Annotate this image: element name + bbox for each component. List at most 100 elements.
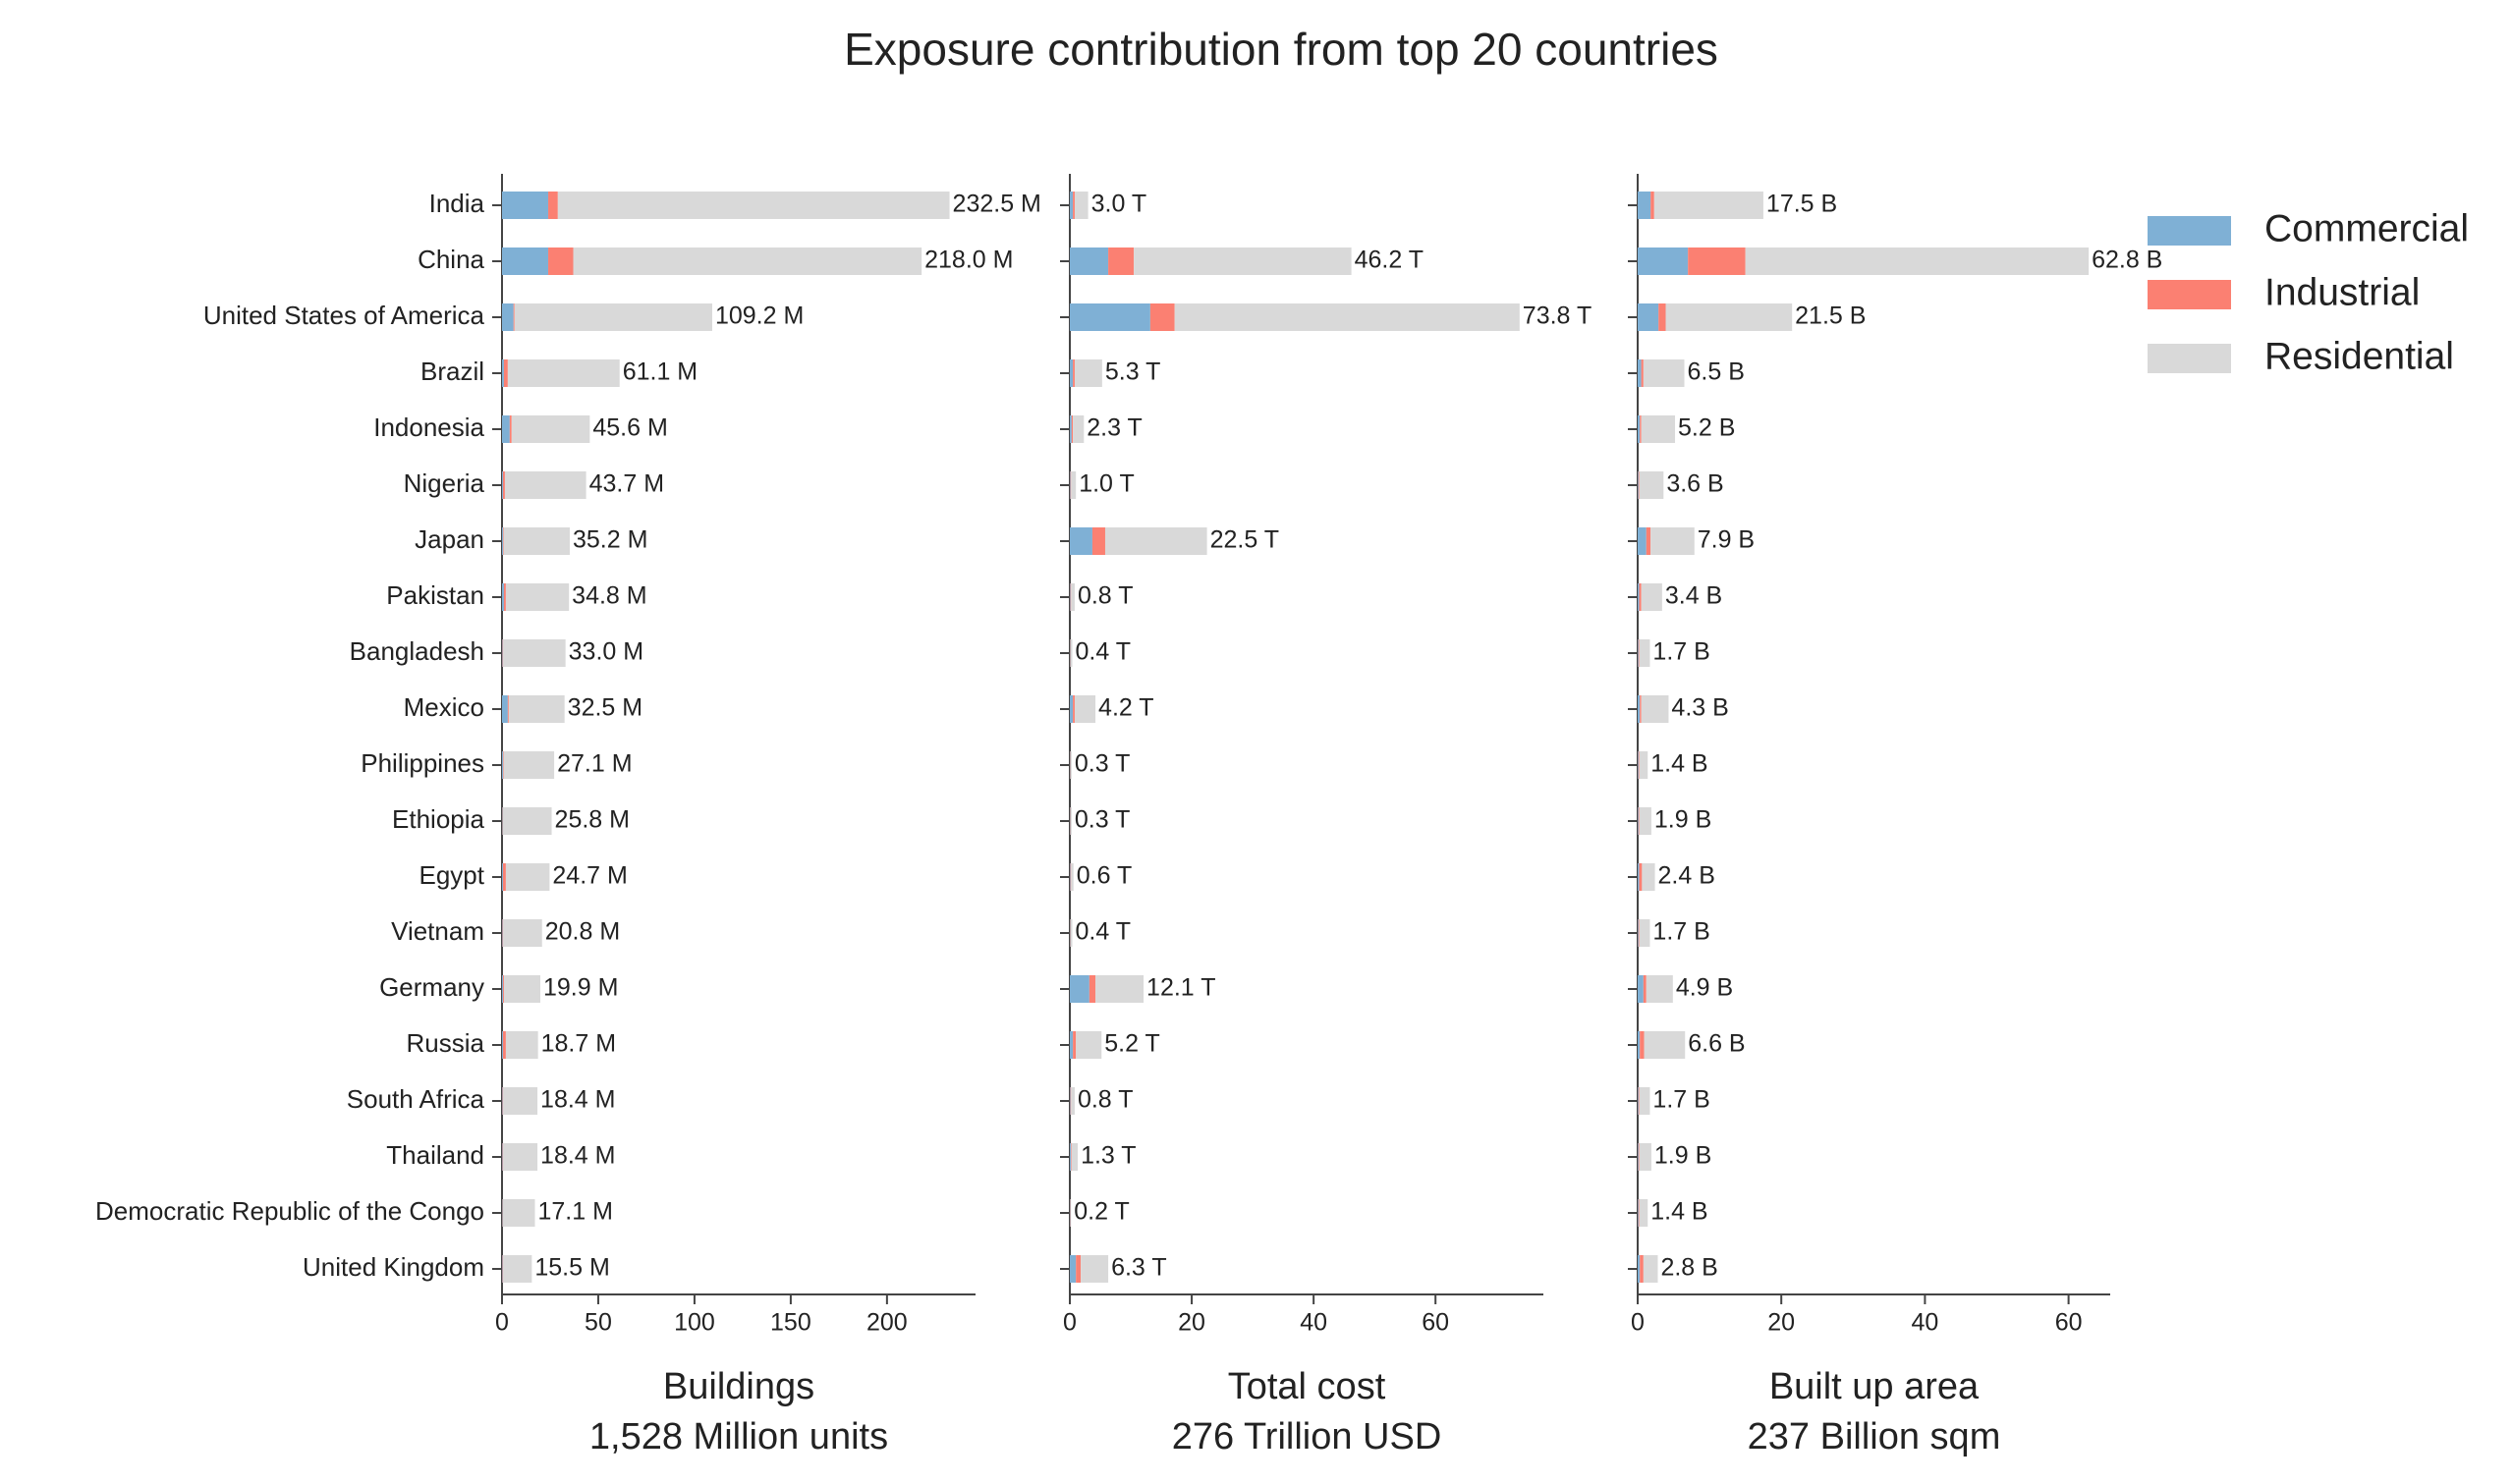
bar-segment	[1639, 1087, 1650, 1115]
y-tick-label: Nigeria	[404, 468, 485, 498]
bar-segment	[1643, 359, 1685, 387]
total-label: 218.0 M	[924, 247, 1013, 274]
total-label: 1.9 B	[1654, 1142, 1711, 1170]
bar-segment	[502, 639, 504, 667]
bar-segment	[502, 471, 503, 499]
bar-segment	[1070, 975, 1089, 1003]
figure-title: Exposure contribution from top 20 countr…	[844, 24, 1718, 75]
total-label: 73.8 T	[1523, 302, 1592, 330]
bar-segment	[1070, 583, 1072, 611]
bar-segment	[1638, 415, 1641, 443]
bar-segment	[1091, 527, 1105, 555]
total-label: 4.2 T	[1098, 694, 1154, 722]
total-label: 109.2 M	[715, 302, 804, 330]
bar-segment	[1638, 639, 1640, 667]
bar-segment	[502, 751, 504, 779]
bar-segment	[1070, 863, 1071, 891]
bar-segment	[1070, 1087, 1072, 1115]
total-label: 18.4 M	[540, 1142, 615, 1170]
bar-segment	[1074, 695, 1096, 723]
total-label: 17.5 B	[1766, 191, 1837, 218]
total-label: 1.0 T	[1079, 470, 1135, 498]
bar-segment	[1643, 1255, 1658, 1283]
bar-segment	[505, 863, 550, 891]
bar-segment	[1073, 359, 1075, 387]
bar-segment	[503, 527, 570, 555]
bar-segment	[1070, 471, 1071, 499]
bar-segment	[503, 975, 540, 1003]
bar-segment	[1071, 1143, 1079, 1171]
bar-segment	[1650, 527, 1695, 555]
bar-segment	[1638, 1143, 1640, 1171]
bar-segment	[1638, 527, 1647, 555]
x-axis-label: Total cost	[1228, 1366, 1386, 1407]
bar-segment	[502, 919, 503, 947]
x-tick-label: 40	[1300, 1309, 1327, 1337]
bar-segment	[1638, 303, 1659, 331]
bar-segment	[1639, 807, 1651, 835]
x-tick-label: 60	[1422, 1309, 1449, 1337]
y-tick-label: South Africa	[347, 1084, 485, 1114]
total-label: 24.7 M	[552, 862, 627, 890]
y-tick-label: India	[429, 189, 485, 218]
bar-segment	[1653, 192, 1763, 219]
x-axis-label: 1,528 Million units	[589, 1416, 888, 1457]
bar-segment	[1638, 247, 1689, 275]
x-tick-label: 50	[585, 1309, 612, 1337]
x-axis-label: Buildings	[663, 1366, 814, 1407]
bar-segment	[1070, 415, 1072, 443]
total-label: 15.5 M	[534, 1254, 609, 1282]
x-tick-label: 40	[1911, 1309, 1938, 1337]
total-label: 33.0 M	[569, 638, 643, 666]
bar-segment	[1638, 1143, 1639, 1171]
total-label: 6.6 B	[1688, 1030, 1745, 1058]
total-label: 0.2 T	[1074, 1198, 1130, 1226]
bar-segment	[1108, 247, 1135, 275]
y-tick-label: China	[418, 245, 484, 274]
bar-segment	[1642, 863, 1655, 891]
bar-segment	[1104, 527, 1207, 555]
x-tick-label: 0	[1631, 1309, 1645, 1337]
total-label: 21.5 B	[1795, 302, 1866, 330]
bar-segment	[1095, 975, 1145, 1003]
bar-segment	[1070, 359, 1074, 387]
y-tick-label: Indonesia	[373, 412, 484, 442]
bar-segment	[502, 247, 549, 275]
bar-segment	[502, 1031, 506, 1059]
total-label: 32.5 M	[568, 694, 642, 722]
bar-segment	[507, 359, 620, 387]
bar-segment	[508, 695, 565, 723]
bar-segment	[503, 639, 566, 667]
bar-segment	[1641, 359, 1644, 387]
bar-segment	[1745, 247, 2090, 275]
bar-segment	[1638, 807, 1639, 835]
bar-segment	[504, 471, 586, 499]
bar-segment	[1639, 1199, 1648, 1227]
total-label: 12.1 T	[1146, 974, 1215, 1002]
bar-segment	[1638, 695, 1641, 723]
bar-segment	[1070, 527, 1092, 555]
bar-segment	[1639, 919, 1650, 947]
total-label: 35.2 M	[573, 526, 647, 554]
bar-segment	[1639, 863, 1643, 891]
y-tick-label: Japan	[415, 524, 484, 554]
bar-segment	[502, 1143, 503, 1171]
total-label: 6.3 T	[1111, 1254, 1167, 1282]
bar-segment	[1646, 975, 1673, 1003]
y-tick-label: Germany	[379, 972, 484, 1002]
total-label: 34.8 M	[572, 582, 646, 610]
total-label: 3.4 B	[1665, 582, 1722, 610]
bar-segment	[502, 527, 504, 555]
y-tick-label: Democratic Republic of the Congo	[95, 1196, 484, 1226]
total-label: 18.7 M	[541, 1030, 616, 1058]
bar-segment	[1646, 527, 1651, 555]
total-label: 0.4 T	[1075, 918, 1131, 946]
bar-segment	[1070, 695, 1074, 723]
bar-segment	[1071, 1143, 1072, 1171]
bar-segment	[548, 192, 558, 219]
total-label: 0.8 T	[1078, 1086, 1134, 1114]
bar-segment	[1070, 1031, 1074, 1059]
bar-segment	[502, 695, 508, 723]
bar-segment	[502, 303, 514, 331]
bar-segment	[505, 583, 570, 611]
